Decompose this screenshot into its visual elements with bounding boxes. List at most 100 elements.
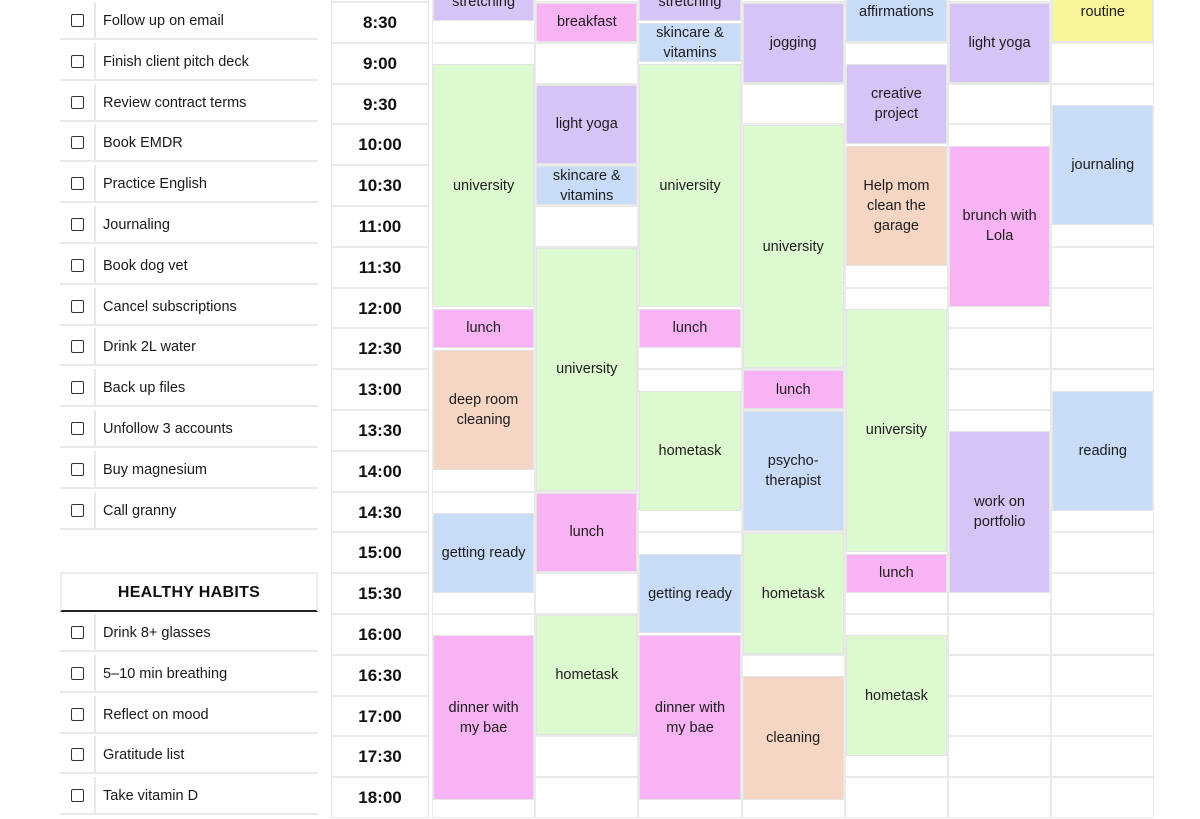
schedule-event[interactable]: cleaning	[742, 676, 844, 800]
schedule-cell[interactable]	[844, 777, 948, 818]
event-label: reading	[1078, 442, 1127, 459]
weekly-schedule: 8:30 9:00 9:30 10:00 10:30 11:00 11:30 12:00 12:…	[331, 0, 1155, 818]
schedule-cell[interactable]	[948, 328, 1052, 370]
time-slot-label: 16:00	[331, 614, 429, 655]
schedule-event[interactable]: lunch	[639, 309, 741, 348]
schedule-event[interactable]: skincare & vitamins	[536, 166, 638, 205]
schedule-cell[interactable]	[1051, 654, 1155, 696]
checkbox[interactable]	[71, 707, 84, 721]
schedule-cell[interactable]	[535, 42, 639, 84]
schedule-cell[interactable]	[1051, 573, 1155, 614]
schedule-cell[interactable]	[1051, 42, 1155, 84]
row-divider	[94, 328, 96, 365]
checkbox[interactable]	[71, 136, 84, 150]
schedule-event[interactable]: lunch	[536, 492, 638, 573]
checkbox[interactable]	[71, 666, 84, 680]
schedule-cell[interactable]	[535, 573, 639, 614]
time-slot-label: 18:00	[331, 777, 429, 818]
checkbox[interactable]	[71, 14, 84, 27]
schedule-cell[interactable]	[1051, 246, 1155, 288]
checkbox[interactable]	[71, 258, 84, 272]
schedule-event[interactable]: routine	[1052, 0, 1154, 42]
schedule-event[interactable]: getting ready	[639, 553, 741, 634]
checkbox[interactable]	[71, 340, 84, 354]
schedule-cell[interactable]	[1051, 695, 1155, 737]
schedule-event[interactable]: breakfast	[536, 3, 638, 42]
schedule-event[interactable]: psycho-therapist	[742, 411, 844, 532]
schedule-event[interactable]: Help mom clean the garage	[845, 145, 947, 267]
schedule-cell[interactable]	[948, 0, 1052, 2]
schedule-event[interactable]: creative project	[845, 64, 947, 144]
checkbox[interactable]	[71, 177, 84, 191]
todo-item-label: Back up files	[103, 380, 186, 397]
schedule-event[interactable]: stretching	[639, 0, 741, 22]
schedule-event[interactable]: skincare & vitamins	[639, 23, 741, 63]
schedule-event[interactable]: dinner with my bae	[639, 635, 741, 800]
todo-item-label: Practice English	[103, 176, 207, 193]
todo-item-label: Book EMDR	[103, 135, 183, 152]
schedule-event[interactable]: journaling	[1052, 105, 1154, 226]
todo-item-label: Book dog vet	[103, 257, 188, 274]
checkbox[interactable]	[71, 503, 84, 517]
time-slot-label: 9:00	[331, 42, 429, 84]
schedule-event[interactable]: dinner with my bae	[433, 635, 535, 800]
checkbox[interactable]	[71, 95, 84, 109]
checkbox[interactable]	[71, 218, 84, 231]
event-label: work on portfolio	[973, 493, 1026, 530]
schedule-event[interactable]: lunch	[742, 370, 844, 409]
schedule-event[interactable]: light yoga	[536, 84, 638, 165]
checkbox[interactable]	[71, 462, 84, 476]
checkbox[interactable]	[71, 626, 84, 639]
checkbox[interactable]	[71, 381, 84, 395]
schedule-cell[interactable]	[948, 614, 1052, 655]
checkbox[interactable]	[71, 748, 84, 762]
schedule-event[interactable]: hometask	[536, 615, 638, 736]
schedule-event[interactable]: jogging	[742, 3, 844, 83]
checkbox[interactable]	[71, 54, 84, 68]
schedule-cell[interactable]	[535, 0, 639, 2]
schedule-event[interactable]: affirmations	[845, 0, 947, 42]
schedule-cell[interactable]	[948, 83, 1052, 125]
schedule-cell[interactable]	[535, 777, 639, 818]
todo-item-row: Journaling	[60, 206, 318, 244]
schedule-cell[interactable]	[948, 369, 1052, 410]
schedule-event[interactable]: getting ready	[433, 513, 535, 593]
schedule-cell[interactable]	[741, 83, 845, 125]
checkbox[interactable]	[71, 299, 84, 313]
schedule-event[interactable]: hometask	[639, 390, 741, 511]
habit-item-row: Drink 8+ glasses	[60, 614, 318, 652]
schedule-event[interactable]: lunch	[845, 553, 947, 593]
schedule-cell[interactable]	[1051, 777, 1155, 818]
schedule-event[interactable]: deep room cleaning	[433, 349, 535, 471]
habit-item-label: Drink 8+ glasses	[103, 625, 211, 641]
schedule-event[interactable]: reading	[1052, 390, 1154, 511]
time-slot-label: 17:00	[331, 695, 429, 737]
schedule-event[interactable]: lunch	[433, 309, 535, 348]
schedule-event[interactable]: light yoga	[949, 3, 1051, 83]
schedule-event[interactable]: work on portfolio	[949, 431, 1051, 593]
todo-item-label: Finish client pitch deck	[103, 53, 249, 70]
schedule-cell[interactable]	[1051, 287, 1155, 329]
schedule-event[interactable]: university	[845, 309, 947, 552]
schedule-event[interactable]: university	[433, 64, 535, 307]
schedule-cell[interactable]	[948, 695, 1052, 737]
schedule-event[interactable]: stretching	[433, 0, 535, 22]
schedule-cell[interactable]	[535, 736, 639, 778]
schedule-event[interactable]: university	[742, 125, 844, 369]
event-label: hometask	[761, 585, 825, 602]
schedule-event[interactable]: brunch with Lola	[949, 145, 1051, 307]
schedule-cell[interactable]	[1051, 614, 1155, 655]
schedule-event[interactable]: hometask	[742, 533, 844, 654]
schedule-event[interactable]: university	[536, 247, 638, 491]
schedule-cell[interactable]	[948, 777, 1052, 818]
schedule-event[interactable]: university	[639, 64, 741, 307]
schedule-cell[interactable]	[741, 0, 845, 2]
schedule-cell[interactable]	[1051, 736, 1155, 778]
schedule-cell[interactable]	[1051, 532, 1155, 574]
schedule-event[interactable]: hometask	[845, 635, 947, 756]
schedule-cell[interactable]	[535, 206, 639, 247]
checkbox[interactable]	[71, 422, 84, 435]
schedule-cell[interactable]	[1051, 328, 1155, 370]
schedule-cell[interactable]	[948, 736, 1052, 778]
schedule-cell[interactable]	[948, 654, 1052, 696]
